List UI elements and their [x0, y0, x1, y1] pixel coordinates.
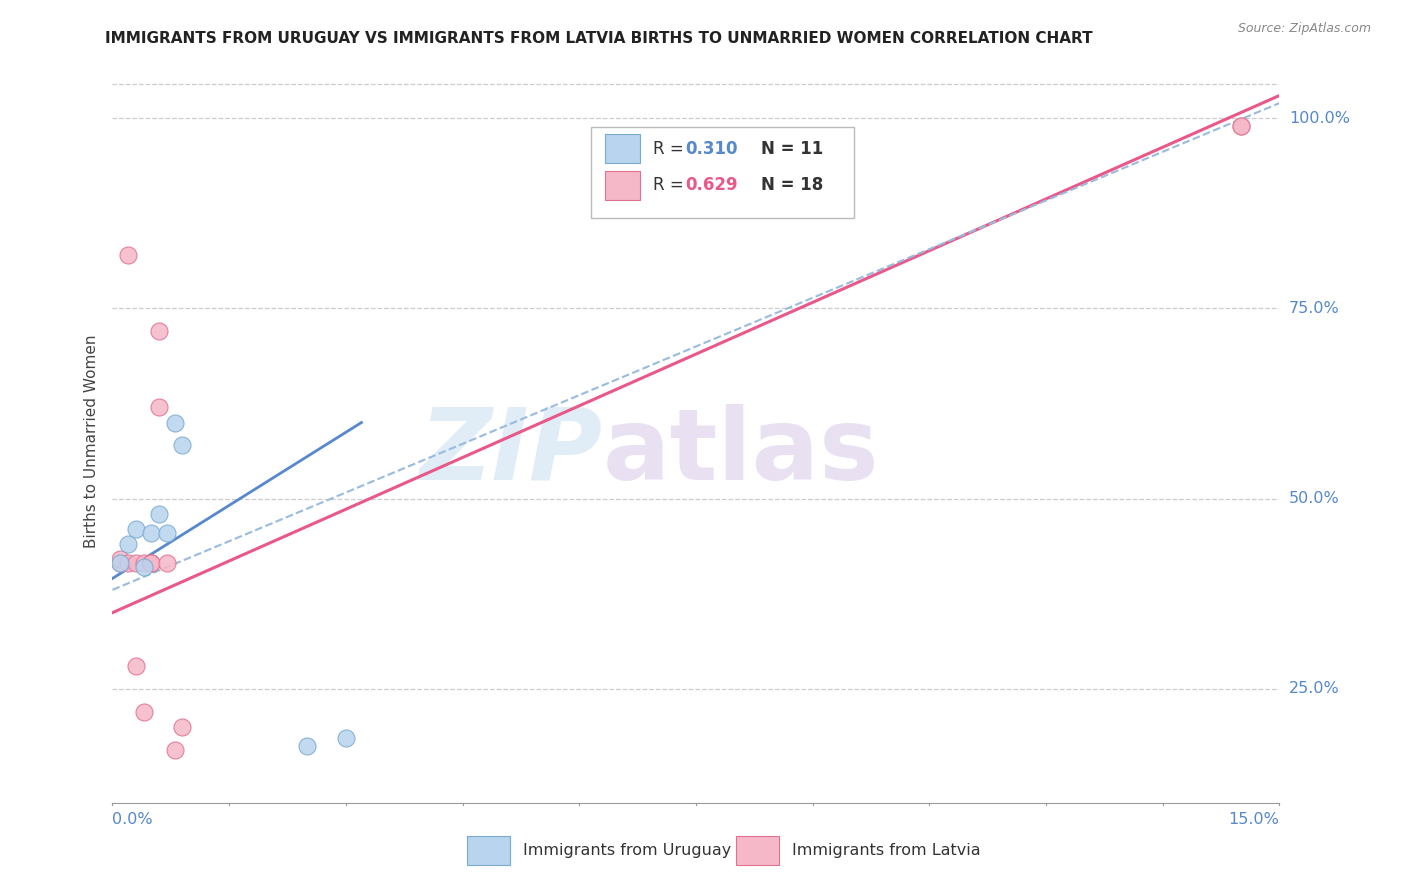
Point — [156, 556, 179, 570]
Point — [172, 438, 194, 452]
Text: 0.0%: 0.0% — [112, 812, 153, 827]
Point — [117, 537, 139, 551]
Point — [125, 659, 148, 673]
Point — [148, 324, 170, 338]
Point — [117, 556, 139, 570]
Point — [335, 731, 357, 746]
FancyBboxPatch shape — [605, 135, 640, 163]
Point — [110, 556, 132, 570]
Text: N = 18: N = 18 — [761, 177, 824, 194]
Text: R =: R = — [652, 177, 689, 194]
Point — [132, 705, 155, 719]
Point — [1229, 119, 1251, 133]
Text: 0.310: 0.310 — [686, 140, 738, 158]
Text: 15.0%: 15.0% — [1229, 812, 1279, 827]
Text: R =: R = — [652, 140, 689, 158]
Text: ZIP: ZIP — [419, 404, 603, 501]
Point — [148, 401, 170, 415]
Point — [148, 507, 170, 521]
FancyBboxPatch shape — [591, 128, 853, 218]
Text: 0.629: 0.629 — [686, 177, 738, 194]
FancyBboxPatch shape — [467, 836, 510, 865]
Point — [141, 556, 163, 570]
Point — [163, 416, 186, 430]
Text: 25.0%: 25.0% — [1289, 681, 1340, 697]
Text: Source: ZipAtlas.com: Source: ZipAtlas.com — [1237, 22, 1371, 36]
Point — [141, 525, 163, 540]
Point — [132, 560, 155, 574]
Point — [163, 742, 186, 756]
Point — [132, 556, 155, 570]
Point — [125, 556, 148, 570]
Point — [117, 248, 139, 262]
Point — [125, 522, 148, 536]
Point — [295, 739, 318, 753]
Point — [156, 525, 179, 540]
Text: atlas: atlas — [603, 404, 879, 501]
Point — [110, 556, 132, 570]
Text: N = 11: N = 11 — [761, 140, 824, 158]
FancyBboxPatch shape — [735, 836, 779, 865]
Text: Immigrants from Latvia: Immigrants from Latvia — [792, 843, 980, 858]
Text: 75.0%: 75.0% — [1289, 301, 1340, 316]
Y-axis label: Births to Unmarried Women: Births to Unmarried Women — [83, 334, 98, 549]
Point — [110, 552, 132, 566]
Text: Immigrants from Uruguay: Immigrants from Uruguay — [523, 843, 731, 858]
FancyBboxPatch shape — [605, 170, 640, 200]
Point — [141, 556, 163, 570]
Text: 100.0%: 100.0% — [1289, 111, 1350, 126]
Text: 50.0%: 50.0% — [1289, 491, 1340, 506]
Point — [1229, 119, 1251, 133]
Text: IMMIGRANTS FROM URUGUAY VS IMMIGRANTS FROM LATVIA BIRTHS TO UNMARRIED WOMEN CORR: IMMIGRANTS FROM URUGUAY VS IMMIGRANTS FR… — [105, 31, 1092, 46]
Point — [172, 720, 194, 734]
Point — [141, 556, 163, 570]
